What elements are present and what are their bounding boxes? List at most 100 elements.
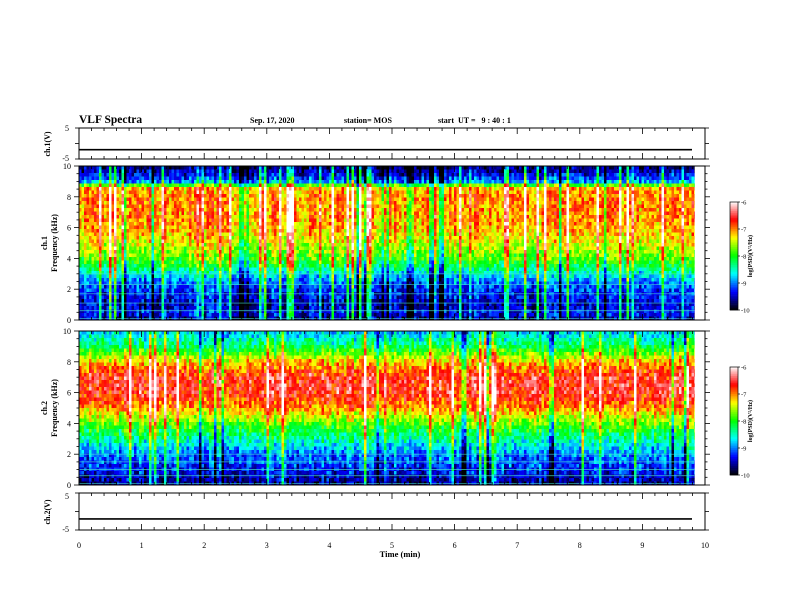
- spec2-colorbar-tick-label: -9: [741, 446, 746, 453]
- spec1-ytick-label: 2: [67, 285, 71, 294]
- spec2-colorbar-tick-label: -8: [741, 419, 746, 426]
- spec2-colorbar-segment: [730, 385, 738, 388]
- x-tick-label: 6: [453, 541, 457, 550]
- x-tick-label: 1: [140, 541, 144, 550]
- spec2-colorbar-segment: [730, 381, 738, 384]
- spec2-colorbar-segment: [730, 464, 738, 467]
- spec1-colorbar-segment: [730, 283, 738, 286]
- spec1-colorbar-segment: [730, 225, 738, 228]
- spec1-colorbar-segment: [730, 218, 738, 221]
- spec1-colorbar-segment: [730, 292, 738, 295]
- spec1-colorbar-segment: [730, 230, 738, 233]
- spec2-colorbar-segment: [730, 453, 738, 456]
- spec1-colorbar-segment: [730, 266, 738, 269]
- spec2-colorbar-segment: [730, 437, 738, 440]
- spec1-colorbar-segment: [730, 236, 738, 239]
- spec2-colorbar-segment: [730, 435, 738, 438]
- spec2-colorbar-segment: [730, 386, 738, 389]
- spec2-colorbar-segment: [730, 457, 738, 460]
- spec1-colorbar-segment: [730, 279, 738, 282]
- x-tick-label: 9: [640, 541, 644, 550]
- spec2-colorbar-segment: [730, 467, 738, 470]
- spec1-colorbar-tick-label: -10: [741, 308, 750, 315]
- spec2-ytick-label: 2: [67, 450, 71, 459]
- spec2-colorbar-segment: [730, 394, 738, 397]
- spec1-ytick-label: 0: [67, 316, 71, 325]
- spec1-colorbar-tick-label: -9: [741, 281, 746, 288]
- spec1-colorbar-segment: [730, 259, 738, 262]
- spec1-colorbar-segment: [730, 238, 738, 241]
- spec2-colorbar-segment: [730, 460, 738, 463]
- spec2-colorbar-segment: [730, 440, 738, 443]
- ch1-spectrogram-image: [79, 166, 705, 320]
- spec1-colorbar-segment: [730, 306, 738, 309]
- spec2-ytick-label: 10: [63, 327, 71, 336]
- spec2-colorbar-segment: [730, 421, 738, 424]
- spec1-ytick-label: 10: [63, 162, 71, 171]
- spec2-colorbar-segment: [730, 422, 738, 425]
- x-axis-label: Time (min): [380, 549, 421, 559]
- spec2-colorbar-segment: [730, 471, 738, 474]
- ch1-ytick-bottom: -5: [62, 154, 69, 163]
- spec2-colorbar-segment: [730, 377, 738, 380]
- spec2-colorbar-segment: [730, 410, 738, 413]
- spec2-colorbar-segment: [730, 403, 738, 406]
- spec1-colorbar-segment: [730, 268, 738, 271]
- spec1-colorbar-segment: [730, 214, 738, 217]
- spec1-ylabel-frequency: Frequency (kHz): [50, 214, 59, 272]
- spec2-ytick-label: 0: [67, 481, 71, 490]
- spec2-colorbar-segment: [730, 406, 738, 409]
- spec2-colorbar-segment: [730, 426, 738, 429]
- ch2-ytick-bottom: -5: [62, 525, 69, 534]
- spec2-colorbar-segment: [730, 368, 738, 371]
- spec2-colorbar-segment: [730, 430, 738, 433]
- spec2-ylabel-channel: ch.2: [40, 401, 49, 415]
- spec1-colorbar-segment: [730, 308, 738, 311]
- figure-station: station= MOS: [344, 116, 392, 125]
- spec2-colorbar-segment: [730, 390, 738, 393]
- ch2-waveform-panel: 5 -5 ch.2(V): [43, 492, 709, 534]
- spec1-colorbar-segment: [730, 207, 738, 210]
- spec2-colorbar-segment: [730, 462, 738, 465]
- spec1-colorbar: -6 -7 -8 -9 -10 log(PSD)(V²/Hz): [729, 200, 754, 315]
- spec1-colorbar-segment: [730, 274, 738, 277]
- ch2-ytick-top: 5: [65, 492, 69, 501]
- spec2-colorbar-segment: [730, 408, 738, 411]
- spec1-colorbar-segment: [730, 261, 738, 264]
- spec2-colorbar-segment: [730, 392, 738, 395]
- spec1-colorbar-segment: [730, 254, 738, 257]
- spec2-colorbar-segment: [730, 404, 738, 407]
- x-tick-label: 0: [77, 541, 81, 550]
- ch2-axis-ticks: [75, 492, 709, 531]
- spec2-colorbar-label: log(PSD)(V²/Hz): [747, 400, 754, 442]
- spec1-cells: [79, 166, 705, 320]
- ch1-ylabel: ch.1(V): [43, 131, 52, 156]
- spec1-colorbar-segment: [730, 221, 738, 224]
- spec2-colorbar-segment: [730, 401, 738, 404]
- spec2-ytick-label: 8: [67, 358, 71, 367]
- spec2-colorbar-segment: [730, 388, 738, 391]
- spec2-colorbar-segment: [730, 433, 738, 436]
- x-tick-label: 2: [202, 541, 206, 550]
- spec1-colorbar-tick-label: -6: [741, 200, 747, 207]
- spec1-colorbar-segment: [730, 211, 738, 214]
- spec2-ylabel-frequency: Frequency (kHz): [50, 379, 59, 437]
- spec1-colorbar-segment: [730, 257, 738, 260]
- spec1-colorbar-segment: [730, 212, 738, 215]
- spec2-colorbar-segment: [730, 372, 738, 375]
- spec2-colorbar-segment: [730, 458, 738, 461]
- spec2-colorbar-segment: [730, 395, 738, 398]
- spec1-colorbar-segment: [730, 203, 738, 206]
- spec2-colorbar-tick-label: -7: [741, 392, 747, 399]
- spec1-colorbar-segment: [730, 202, 738, 205]
- spec1-colorbar-segment: [730, 275, 738, 278]
- spec1-colorbar-segment: [730, 295, 738, 298]
- spec1-colorbar-segment: [730, 227, 738, 230]
- spec2-colorbar-segment: [730, 431, 738, 434]
- spec1-axis-ticks: [74, 165, 710, 321]
- spec1-colorbar-segment: [730, 281, 738, 284]
- spec1-colorbar-segment: [730, 256, 738, 259]
- spec2-colorbar-segment: [730, 415, 738, 418]
- spec2-colorbar-segment: [730, 444, 738, 447]
- x-tick-label: 5: [390, 541, 394, 550]
